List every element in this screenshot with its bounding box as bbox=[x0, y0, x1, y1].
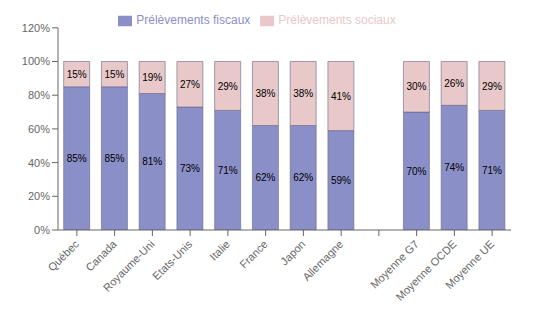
svg-text:Moyenne UE: Moyenne UE bbox=[443, 238, 496, 291]
svg-text:85%: 85% bbox=[67, 153, 87, 164]
svg-text:Royaume-Uni: Royaume-Uni bbox=[101, 238, 157, 294]
svg-text:Italie: Italie bbox=[207, 238, 232, 263]
svg-text:France: France bbox=[237, 238, 270, 271]
svg-text:80%: 80% bbox=[28, 89, 50, 101]
html-text:Prélèvements sociaux: Prélèvements sociaux bbox=[278, 13, 396, 27]
svg-text:15%: 15% bbox=[67, 69, 87, 80]
svg-text:62%: 62% bbox=[293, 172, 313, 183]
svg-text:Allemagne: Allemagne bbox=[300, 238, 345, 283]
svg-text:81%: 81% bbox=[142, 156, 162, 167]
svg-text:41%: 41% bbox=[331, 91, 351, 102]
svg-text:Etats-Unis: Etats-Unis bbox=[150, 237, 195, 282]
svg-text:29%: 29% bbox=[482, 81, 502, 92]
svg-text:Moyenne G7: Moyenne G7 bbox=[367, 237, 421, 291]
svg-text:74%: 74% bbox=[444, 162, 464, 173]
html-text:Prélèvements fiscaux: Prélèvements fiscaux bbox=[136, 13, 251, 27]
svg-text:Japon: Japon bbox=[278, 238, 308, 268]
svg-text:19%: 19% bbox=[142, 72, 162, 83]
svg-text:29%: 29% bbox=[218, 81, 238, 92]
svg-text:71%: 71% bbox=[218, 165, 238, 176]
svg-text:26%: 26% bbox=[444, 78, 464, 89]
svg-text:59%: 59% bbox=[331, 175, 351, 186]
svg-text:30%: 30% bbox=[406, 81, 426, 92]
svg-text:27%: 27% bbox=[180, 79, 200, 90]
svg-text:Québec: Québec bbox=[45, 237, 81, 273]
svg-text:15%: 15% bbox=[104, 69, 124, 80]
svg-text:60%: 60% bbox=[28, 123, 50, 135]
svg-text:0%: 0% bbox=[34, 224, 50, 236]
svg-text:20%: 20% bbox=[28, 190, 50, 202]
svg-text:38%: 38% bbox=[255, 88, 275, 99]
svg-text:62%: 62% bbox=[255, 172, 275, 183]
svg-text:100%: 100% bbox=[22, 55, 50, 67]
svg-text:85%: 85% bbox=[104, 153, 124, 164]
svg-text:Moyenne OCDE: Moyenne OCDE bbox=[393, 238, 458, 303]
svg-text:70%: 70% bbox=[406, 166, 426, 177]
svg-text:73%: 73% bbox=[180, 163, 200, 174]
svg-text:40%: 40% bbox=[28, 157, 50, 169]
svg-text:71%: 71% bbox=[482, 165, 502, 176]
svg-text:Canada: Canada bbox=[83, 237, 119, 273]
svg-text:38%: 38% bbox=[293, 88, 313, 99]
svg-text:120%: 120% bbox=[22, 22, 50, 34]
